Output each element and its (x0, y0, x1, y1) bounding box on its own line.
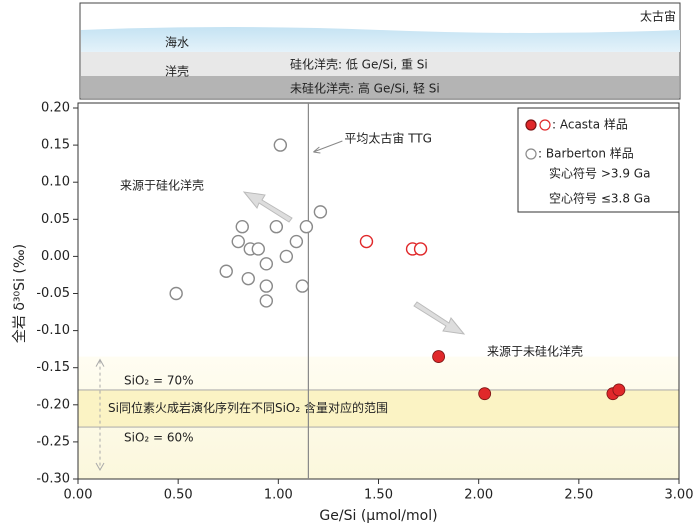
data-point (478, 387, 492, 401)
data-point (269, 220, 284, 234)
band-lower-label: SiO₂ = 60% (124, 431, 194, 445)
arrow-silicified (242, 191, 293, 223)
y-tick-label: 0.15 (41, 138, 70, 153)
y-axis-label: 全岩 δ³⁰Si (‰) (11, 244, 28, 343)
annotation-silicified: 来源于硅化洋壳 (120, 178, 204, 193)
data-point (273, 138, 288, 152)
data-point (295, 279, 310, 293)
band-upper-label: SiO₂ = 70% (124, 373, 194, 387)
y-tick-label: -0.25 (36, 434, 70, 449)
band-label: Si同位素火成岩演化序列在不同SiO₂ 含量对应的范围 (108, 400, 388, 415)
y-tick-label: -0.10 (36, 323, 70, 338)
crust-label: 洋壳 (165, 64, 189, 79)
data-point (359, 234, 374, 249)
data-point (241, 271, 255, 286)
x-tick-label: 0.50 (164, 488, 193, 503)
unsilicified-crust (81, 76, 679, 98)
seawater-layer (81, 27, 680, 52)
silicified-label: 硅化洋壳: 低 Ge/Si, 重 Si (290, 57, 428, 72)
data-point (235, 220, 249, 234)
reference-label: 平均太古宙 TTG (344, 131, 432, 146)
data-point (413, 242, 428, 256)
x-tick-label: 2.00 (464, 488, 493, 503)
y-tick-label: -0.15 (36, 360, 70, 375)
data-point (251, 242, 265, 256)
y-tick-label: -0.05 (36, 286, 70, 301)
silicified-crust (81, 52, 679, 76)
y-tick-label: -0.20 (36, 397, 70, 412)
x-axis-label: Ge/Si (μmol/mol) (319, 508, 437, 524)
arrow-head (95, 358, 105, 367)
x-tick-label: 1.50 (364, 488, 393, 503)
era-label: 太古宙 (640, 9, 676, 24)
x-tick-label: 0.00 (64, 488, 93, 503)
legend-symbol (539, 119, 551, 131)
data-point (612, 383, 626, 397)
band-range (77, 389, 680, 428)
data-point (231, 234, 245, 249)
data-point (219, 264, 233, 278)
seawater-label: 海水 (165, 35, 189, 50)
plot: SiO₂ = 70% Si同位素火成岩演化序列在不同SiO₂ 含量对应的范围 SiO… (11, 101, 693, 525)
legend-label: : Acasta 样品 (552, 117, 628, 132)
legend-note: 空心符号 ≤3.8 Ga (549, 191, 650, 206)
y-tick-label: 0.10 (41, 175, 70, 190)
y-tick-label: 0.20 (41, 101, 70, 116)
x-tick-label: 1.00 (264, 488, 293, 503)
legend-label: : Barberton 样品 (538, 146, 634, 161)
legend-note: 实心符号 >3.9 Ga (549, 166, 650, 181)
annotation-arrows (242, 191, 466, 335)
data-point (432, 350, 446, 363)
data-point (259, 294, 274, 308)
data-point (169, 286, 183, 301)
arrow-unsilicified (413, 301, 466, 335)
data-point (279, 249, 294, 264)
data-point (299, 220, 314, 234)
y-tick-label: 0.00 (41, 249, 70, 264)
y-tick-label: 0.05 (41, 212, 70, 227)
data-point (259, 279, 274, 293)
arrow-head (95, 462, 105, 472)
data-point (289, 234, 304, 249)
data-point (313, 205, 328, 219)
y-tick-label: -0.30 (36, 472, 70, 487)
unsilicified-label: 未硅化洋壳: 高 Ge/Si, 轻 Si (290, 81, 440, 96)
x-tick-label: 3.00 (665, 488, 694, 503)
reference-arrow (313, 140, 343, 154)
data-point (259, 257, 274, 271)
top-panel: 太古宙 海水 洋壳 硅化洋壳: 低 Ge/Si, 重 Si 未硅化洋壳: 高 G… (79, 2, 681, 100)
legend-symbol (525, 119, 537, 131)
x-tick-label: 2.50 (564, 488, 593, 503)
legend-symbol (525, 148, 537, 160)
annotation-unsilicified: 来源于未硅化洋壳 (487, 344, 583, 359)
